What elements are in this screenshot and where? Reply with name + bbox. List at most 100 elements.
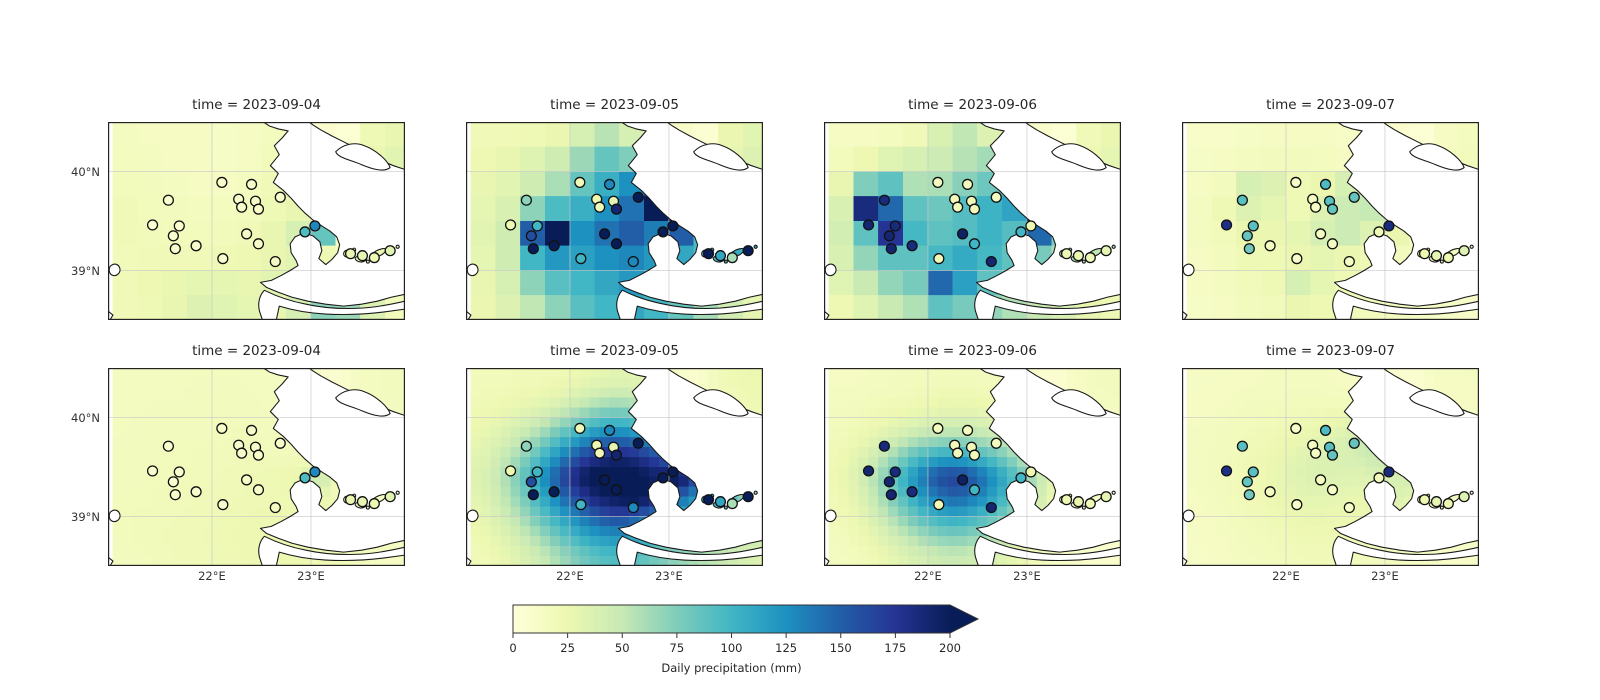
station-point <box>1430 250 1443 262</box>
panel-title: time = 2023-09-06 <box>908 97 1037 113</box>
coastline-layer <box>824 122 1121 320</box>
coastline-layer <box>466 122 763 320</box>
station-point <box>1243 243 1255 255</box>
coastline <box>974 289 1121 320</box>
station-point <box>968 484 981 496</box>
x-tick-label: 23°E <box>1371 569 1399 583</box>
coastline-layer <box>466 368 763 566</box>
colorbar-tick-label: 100 <box>721 641 743 655</box>
station-point <box>1348 191 1360 203</box>
station-point <box>961 178 974 190</box>
station-point <box>742 245 754 257</box>
station-point <box>216 422 228 434</box>
station-point <box>632 437 644 449</box>
station-point <box>726 498 738 510</box>
peninsula-outline <box>335 389 391 417</box>
station-point <box>1243 489 1255 501</box>
station-point <box>344 248 357 260</box>
station-point <box>610 484 623 496</box>
station-point <box>961 424 974 436</box>
peninsula-outline <box>1051 143 1107 171</box>
y-tick-label: 39°N <box>71 509 100 524</box>
station-point <box>933 253 945 265</box>
station-point <box>1418 494 1431 506</box>
station-point <box>702 248 715 260</box>
coastline <box>1332 535 1479 566</box>
map-svg <box>466 368 763 566</box>
station-point <box>241 474 253 486</box>
station-point <box>1418 248 1431 260</box>
station-point <box>889 466 901 478</box>
coastline <box>824 310 830 320</box>
station-point <box>594 447 606 459</box>
station-point <box>968 449 981 461</box>
lake-outline <box>824 509 837 523</box>
panel-border <box>466 368 763 566</box>
panel-title: time = 2023-09-07 <box>1266 97 1395 113</box>
station-point <box>1290 176 1302 188</box>
station-point <box>1458 491 1470 503</box>
channel-sea-fill <box>616 290 763 320</box>
station-point <box>1247 220 1259 232</box>
station-point <box>1315 228 1327 240</box>
station-point <box>1319 178 1332 190</box>
station-point <box>548 240 560 252</box>
coastline <box>466 556 472 566</box>
station-point <box>610 449 623 461</box>
station-point <box>862 219 875 231</box>
map-svg <box>108 368 405 566</box>
station-point <box>531 220 543 232</box>
colorbar: 0 25 50 75 100 125 150 175 200 Daily precipitatio… <box>509 604 980 675</box>
map-svg <box>108 122 405 320</box>
station-point <box>167 476 179 488</box>
station-point <box>1100 491 1112 503</box>
station-point <box>241 228 253 240</box>
x-tick-label: 22°E <box>556 569 584 583</box>
station-point <box>610 203 623 215</box>
panel-border <box>108 122 405 320</box>
station-point <box>309 220 321 232</box>
station-point <box>1348 437 1360 449</box>
station-point <box>1084 498 1096 510</box>
station-point <box>1247 466 1259 478</box>
station-point <box>162 194 174 206</box>
station-point <box>1315 474 1327 486</box>
station-point <box>1100 245 1112 257</box>
station-point <box>1291 499 1303 511</box>
lake-outline <box>466 509 479 523</box>
station-point <box>146 219 159 231</box>
x-tick-label: 23°E <box>297 569 325 583</box>
map-svg <box>824 122 1121 320</box>
station-point <box>933 499 945 511</box>
station-point <box>216 176 228 188</box>
graticule <box>1182 122 1479 320</box>
coastline <box>258 535 405 566</box>
peninsula-outline <box>693 143 749 171</box>
station-point <box>1326 484 1339 496</box>
station-point <box>742 491 754 503</box>
station-point <box>169 243 181 255</box>
station-point <box>356 250 369 262</box>
station-point <box>344 494 357 506</box>
station-point <box>657 226 669 238</box>
graticule <box>108 122 405 320</box>
station-point <box>957 474 969 486</box>
stations-layer <box>862 422 1112 514</box>
station-point <box>368 498 380 510</box>
colorbar-tick-label: 125 <box>775 641 797 655</box>
station-point <box>1383 466 1395 478</box>
station-point <box>1458 245 1470 257</box>
station-point <box>906 486 918 498</box>
colorbar-tick-label: 25 <box>560 641 575 655</box>
panel-border <box>466 122 763 320</box>
station-point <box>527 243 539 255</box>
map-panel-r0c2 <box>824 122 1121 320</box>
station-point <box>1291 253 1303 265</box>
stations-layer <box>862 176 1112 268</box>
station-point <box>1310 201 1322 213</box>
station-point <box>599 228 611 240</box>
station-point <box>1383 220 1395 232</box>
station-point <box>1015 226 1027 238</box>
station-point <box>594 201 606 213</box>
